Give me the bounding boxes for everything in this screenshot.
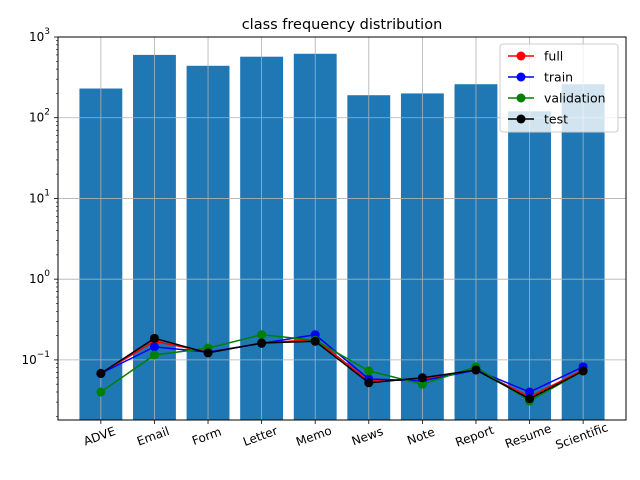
- point-test-news: [364, 378, 374, 388]
- legend-marker-validation: [516, 93, 526, 103]
- series-line-train: [100, 333, 584, 393]
- point-test-form: [203, 348, 213, 358]
- point-test-memo: [310, 336, 320, 346]
- series-line-test: [100, 337, 584, 400]
- legend-label-train: train: [544, 70, 573, 85]
- legend-box: [499, 43, 619, 133]
- y-tick-label: 10−1: [21, 350, 50, 367]
- point-validation-note: [417, 379, 427, 389]
- point-test-adve: [96, 368, 106, 378]
- y-tick-label: 103: [29, 27, 50, 44]
- legend-label-full: full: [544, 49, 563, 64]
- y-tick-label: 100: [29, 269, 50, 286]
- chart-title: class frequency distribution: [242, 17, 443, 33]
- point-test-note: [417, 373, 427, 383]
- y-tick-label: 102: [29, 108, 50, 125]
- point-test-report: [471, 365, 481, 375]
- legend-label-validation: validation: [544, 91, 606, 106]
- axes-frame: [57, 36, 627, 421]
- point-validation-email: [149, 350, 159, 360]
- point-test-scientific: [578, 366, 588, 376]
- legend-marker-train: [516, 72, 526, 82]
- y-tick-label: 101: [29, 188, 50, 205]
- legend-label-test: test: [544, 112, 568, 127]
- point-validation-adve: [96, 387, 106, 397]
- point-validation-news: [364, 366, 374, 376]
- point-validation-letter: [257, 330, 267, 340]
- point-train-resume: [525, 387, 535, 397]
- legend-marker-full: [516, 51, 526, 61]
- point-test-email: [149, 333, 159, 343]
- point-test-letter: [257, 338, 267, 348]
- point-train-email: [149, 342, 159, 352]
- point-test-resume: [525, 394, 535, 404]
- legend-marker-test: [516, 114, 526, 124]
